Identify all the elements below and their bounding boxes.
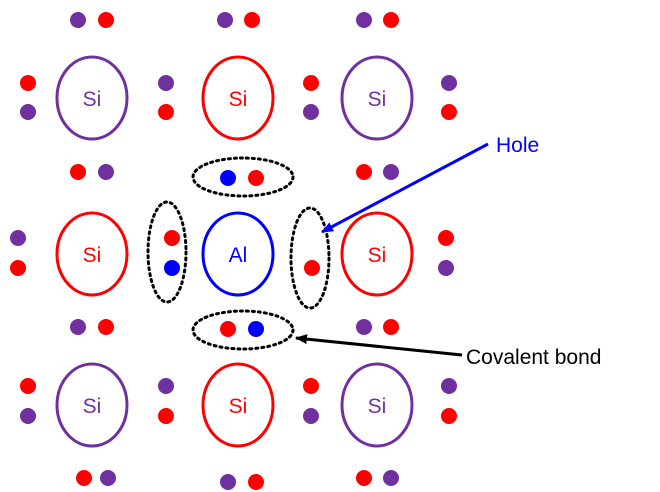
atom-r3c3-label: Si: [368, 395, 387, 418]
atom-r2c3: Si: [340, 211, 414, 297]
electron: [20, 75, 36, 91]
electron: [441, 104, 457, 120]
electron: [76, 470, 92, 486]
electron: [158, 408, 174, 424]
electron: [220, 321, 236, 337]
electron: [220, 170, 236, 186]
covalent-bond-label: Covalent bond: [466, 346, 601, 369]
electron: [383, 164, 399, 180]
electron: [248, 474, 264, 490]
covalent-bond-arrow: [295, 334, 463, 357]
electron: [217, 12, 233, 28]
atom-r2c1-label: Si: [83, 244, 102, 267]
electron: [98, 164, 114, 180]
electron: [356, 470, 372, 486]
atom-r2c3-label: Si: [368, 244, 387, 267]
electron: [356, 319, 372, 335]
electron: [303, 75, 319, 91]
electron: [356, 164, 372, 180]
electron: [20, 104, 36, 120]
electron: [98, 319, 114, 335]
electron: [244, 12, 260, 28]
electron: [441, 408, 457, 424]
electron: [10, 230, 26, 246]
electron: [383, 12, 399, 28]
electron: [164, 230, 180, 246]
electron: [356, 12, 372, 28]
atom-r3c2-label: Si: [229, 395, 248, 418]
electron: [438, 260, 454, 276]
electron: [383, 319, 399, 335]
bond-ellipse-top: [191, 156, 295, 198]
bond-ellipse-left: [146, 200, 188, 304]
electron: [383, 470, 399, 486]
electron: [70, 319, 86, 335]
atom-r1c3: Si: [340, 55, 414, 141]
electron: [70, 164, 86, 180]
electron: [303, 378, 319, 394]
electron: [98, 12, 114, 28]
atom-r1c3-label: Si: [368, 88, 387, 111]
electron: [164, 260, 180, 276]
bond-ellipse-right-hole: [289, 206, 331, 310]
electron: [304, 260, 320, 276]
atom-r1c1: Si: [55, 55, 129, 141]
bond-ellipse-bottom: [191, 309, 295, 351]
electrons: [10, 12, 457, 490]
electron: [158, 104, 174, 120]
electron: [248, 321, 264, 337]
atom-r1c1-label: Si: [83, 88, 102, 111]
electron: [438, 230, 454, 246]
electron: [158, 378, 174, 394]
atom-r3c3: Si: [340, 362, 414, 448]
atom-r2c2-aluminum: Al: [201, 211, 275, 297]
electron: [303, 104, 319, 120]
atom-r2c2-label: Al: [229, 244, 248, 267]
electron: [70, 12, 86, 28]
atom-r3c1-label: Si: [83, 395, 102, 418]
electron: [303, 408, 319, 424]
electron: [220, 474, 236, 490]
hole-label: Hole: [496, 134, 539, 157]
atom-r1c2-label: Si: [229, 88, 248, 111]
atom-r1c2: Si: [201, 55, 275, 141]
atom-r2c1: Si: [55, 211, 129, 297]
electron: [100, 470, 116, 486]
electron: [248, 170, 264, 186]
electron: [20, 408, 36, 424]
electron: [20, 378, 36, 394]
hole-arrow: [321, 142, 489, 234]
electron: [10, 260, 26, 276]
electron: [441, 378, 457, 394]
electron: [158, 75, 174, 91]
electron: [441, 75, 457, 91]
atom-r3c1: Si: [55, 362, 129, 448]
atom-r3c2: Si: [201, 362, 275, 448]
